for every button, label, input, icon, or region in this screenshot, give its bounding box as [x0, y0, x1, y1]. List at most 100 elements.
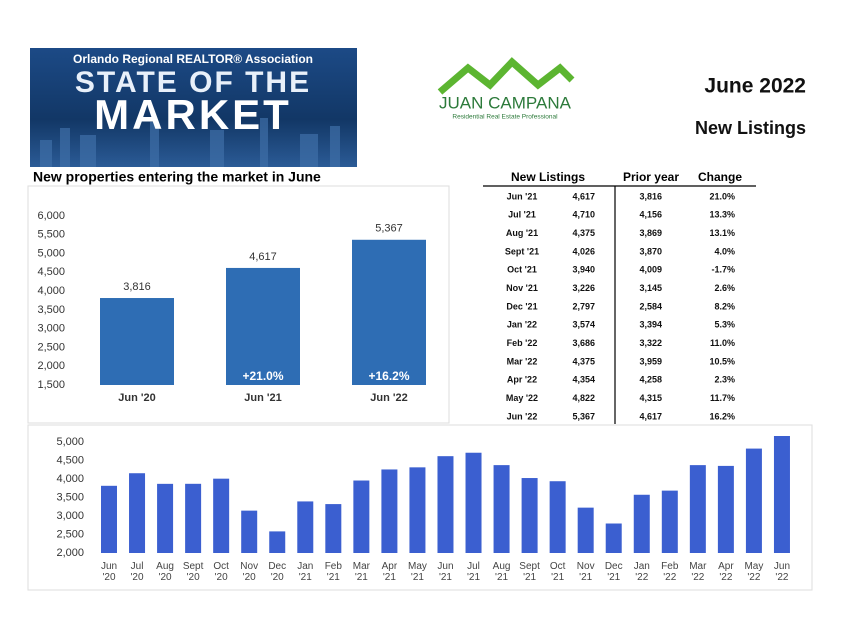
- bar: [241, 510, 258, 553]
- bar: [409, 467, 426, 553]
- bar: [353, 480, 370, 553]
- table-cell: Dec '21: [506, 301, 537, 311]
- table-cell: 13.1%: [709, 228, 735, 238]
- chart-frame: [27, 424, 813, 591]
- bars: [101, 436, 790, 553]
- bar: [773, 436, 790, 553]
- y-tick-label: 2,500: [37, 341, 65, 353]
- table-cell: 2,797: [572, 301, 595, 311]
- y-tick-label: 3,000: [56, 510, 84, 522]
- table-cell: 4,354: [572, 375, 595, 385]
- x-tick-label: Sept '21: [519, 561, 540, 583]
- x-tick-label: Jan '22: [634, 561, 650, 583]
- table-cell: Mar '22: [507, 356, 538, 366]
- x-tick-label: Jun '21: [244, 392, 281, 404]
- x-tick-label: Jun '22: [774, 561, 790, 583]
- x-tick-label: Jun '20: [118, 392, 155, 404]
- x-tick-label: Aug '21: [493, 561, 511, 583]
- bar: [101, 485, 117, 553]
- logo-name: JUAN CAMPANA: [439, 93, 572, 112]
- table-cell: 4,258: [639, 375, 662, 385]
- table-cell: Jun '22: [507, 411, 538, 421]
- bar: [521, 478, 538, 553]
- table-cell: 8.2%: [714, 301, 735, 311]
- table-cell: Aug '21: [506, 228, 538, 238]
- bar: [185, 483, 202, 553]
- y-tick-label: 2,000: [56, 547, 84, 559]
- table-cell: Apr '22: [507, 375, 537, 385]
- topic: New Listings: [695, 118, 806, 138]
- bar: [352, 239, 426, 385]
- bar: [605, 523, 622, 553]
- table-cell: 2,584: [639, 301, 662, 311]
- y-tick-label: 3,500: [37, 304, 65, 316]
- x-tick-label: Jun '22: [370, 392, 407, 404]
- table-cell: 3,686: [572, 338, 595, 348]
- y-tick-label: 2,500: [56, 528, 84, 540]
- y-tick-label: 6,000: [37, 210, 65, 222]
- table-cell: 3,869: [639, 228, 662, 238]
- table-cell: Oct '21: [507, 265, 537, 275]
- table-header: Change: [698, 170, 742, 184]
- bar: [717, 465, 734, 553]
- logo-roof: [437, 57, 575, 95]
- skyline: [40, 118, 340, 167]
- table-cell: 3,145: [639, 283, 662, 293]
- y-tick-label: 4,000: [56, 473, 84, 485]
- table-cell: Feb '22: [507, 338, 538, 348]
- bar: [226, 267, 300, 385]
- table-cell: 4.0%: [714, 246, 735, 256]
- change-label: +16.2%: [368, 369, 409, 383]
- chart-frame: [27, 185, 450, 424]
- x-tick-label: Oct '21: [550, 561, 566, 583]
- bar: [297, 501, 314, 553]
- x-tick-label: Dec '21: [605, 561, 623, 583]
- y-tick-label: 5,000: [56, 436, 84, 448]
- logo-tagline: Residential Real Estate Professional: [452, 114, 558, 121]
- table-cell: 11.0%: [710, 338, 735, 348]
- x-tick-label: Dec '20: [268, 561, 286, 583]
- table-header: Prior year: [623, 170, 679, 184]
- bar: [577, 507, 594, 553]
- x-tick-label: Nov '20: [240, 561, 258, 583]
- bar: [100, 298, 174, 385]
- data-label: 5,367: [375, 223, 403, 235]
- table-cell: 5.3%: [714, 320, 735, 330]
- bar: [213, 478, 230, 553]
- y-tick-label: 4,500: [56, 454, 84, 466]
- table-cell: Sept '21: [505, 246, 539, 256]
- x-tick-label: Aug '20: [156, 561, 174, 583]
- table-cell: 4,315: [639, 393, 662, 403]
- table-cell: 3,816: [639, 191, 662, 201]
- banner-line1: STATE OF THE: [75, 66, 311, 99]
- table-cell: -1.7%: [711, 265, 735, 275]
- y-tick-label: 3,000: [37, 323, 65, 335]
- table-cell: 3,870: [639, 246, 662, 256]
- x-tick-label: Jun '21: [437, 561, 453, 583]
- x-tick-label: Jul '21: [467, 561, 480, 583]
- table-cell: 2.3%: [714, 375, 735, 385]
- table-cell: Jun '21: [507, 191, 538, 201]
- table-cell: 3,940: [572, 265, 595, 275]
- bar: [689, 465, 706, 553]
- bar: [437, 456, 454, 553]
- table-cell: Jul '21: [508, 210, 536, 220]
- date: June 2022: [704, 75, 806, 98]
- y-tick-label: 3,500: [56, 491, 84, 503]
- bar: [381, 469, 398, 553]
- table-cell: 4,617: [639, 411, 662, 421]
- y-tick-label: 5,500: [37, 229, 65, 241]
- table-cell: Jan '22: [507, 320, 537, 330]
- table-header: New Listings: [511, 170, 585, 184]
- table-cell: 5,367: [572, 411, 595, 421]
- bar: [157, 483, 174, 553]
- x-tick-label: Oct '20: [213, 561, 229, 583]
- table-cell: 2.6%: [714, 283, 735, 293]
- table-cell: 3,574: [572, 320, 595, 330]
- bar: [129, 473, 146, 553]
- table-cell: 4,009: [639, 265, 662, 275]
- bar: [745, 448, 762, 553]
- table-cell: 4,156: [639, 210, 662, 220]
- table-cell: 10.5%: [709, 356, 735, 366]
